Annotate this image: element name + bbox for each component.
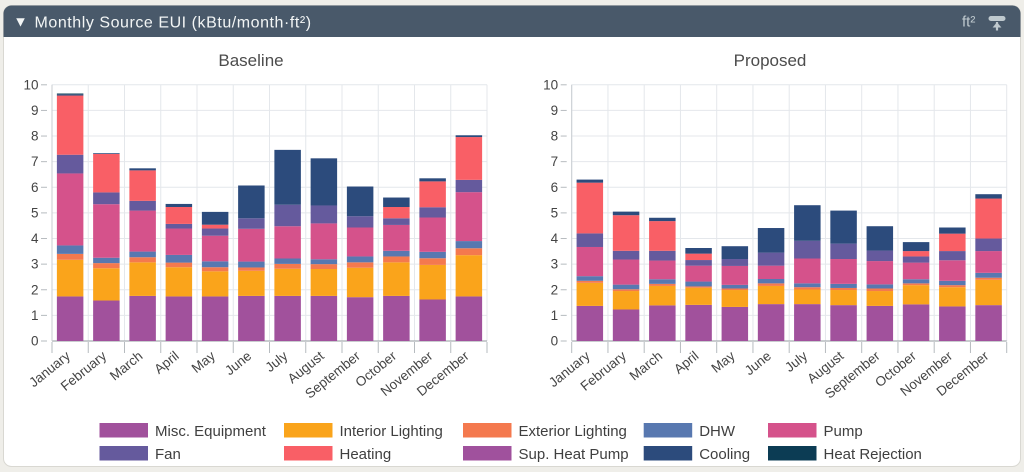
- svg-text:1: 1: [551, 308, 559, 323]
- svg-text:Heating: Heating: [340, 446, 392, 463]
- svg-text:2: 2: [551, 282, 559, 297]
- svg-text:Fan: Fan: [155, 446, 181, 463]
- svg-text:9: 9: [551, 103, 559, 118]
- svg-text:Heat Rejection: Heat Rejection: [824, 446, 922, 463]
- svg-text:Pump: Pump: [824, 423, 863, 440]
- svg-text:Proposed: Proposed: [734, 51, 807, 70]
- svg-text:8: 8: [31, 129, 39, 144]
- svg-text:4: 4: [551, 231, 559, 246]
- svg-text:Exterior Lighting: Exterior Lighting: [519, 423, 627, 440]
- svg-text:3: 3: [551, 257, 559, 272]
- svg-text:7: 7: [551, 154, 559, 169]
- svg-text:DHW: DHW: [699, 423, 736, 440]
- svg-text:Baseline: Baseline: [218, 51, 283, 70]
- svg-text:3: 3: [31, 257, 39, 272]
- svg-text:ft²: ft²: [962, 14, 975, 31]
- svg-text:Cooling: Cooling: [699, 446, 750, 463]
- svg-text:0: 0: [551, 334, 559, 349]
- svg-text:0: 0: [31, 334, 39, 349]
- svg-text:1: 1: [31, 308, 39, 323]
- svg-text:9: 9: [31, 103, 39, 118]
- svg-text:4: 4: [31, 231, 39, 246]
- svg-text:5: 5: [31, 205, 39, 220]
- svg-text:Sup. Heat Pump: Sup. Heat Pump: [519, 446, 629, 463]
- svg-text:8: 8: [551, 129, 559, 144]
- svg-text:6: 6: [551, 180, 559, 195]
- svg-text:Interior Lighting: Interior Lighting: [340, 423, 443, 440]
- svg-text:Monthly Source EUI (kBtu/month: Monthly Source EUI (kBtu/month·ft²): [35, 15, 312, 32]
- svg-text:7: 7: [31, 154, 39, 169]
- svg-text:Misc. Equipment: Misc. Equipment: [155, 423, 267, 440]
- svg-text:2: 2: [31, 282, 39, 297]
- svg-text:10: 10: [543, 77, 558, 92]
- svg-text:5: 5: [551, 205, 559, 220]
- svg-text:6: 6: [31, 180, 39, 195]
- svg-text:10: 10: [23, 77, 38, 92]
